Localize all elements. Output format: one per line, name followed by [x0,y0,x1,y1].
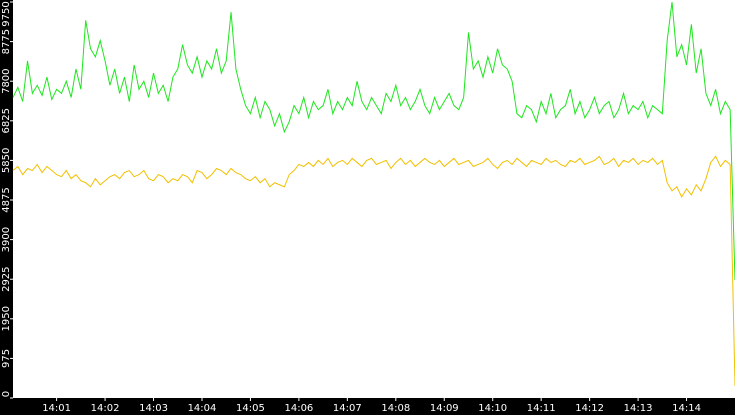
series-line [12,155,735,386]
y-tick-label: 975 [1,349,12,368]
x-tick-label: 14:12 [575,403,604,414]
x-axis-band [0,398,735,415]
x-tick-label: 14:09 [430,403,459,414]
y-tick-label: 2925 [1,266,12,291]
x-tick-label: 14:05 [236,403,265,414]
y-tick-label: 7800 [1,68,12,93]
series-line [12,1,735,281]
x-tick-label: 14:07 [333,403,362,414]
y-tick-label: 5850 [1,148,12,173]
x-tick-label: 14:10 [478,403,507,414]
x-tick-label: 14:01 [42,403,71,414]
x-tick-label: 14:02 [91,403,120,414]
x-tick-label: 14:13 [624,403,653,414]
x-tick-label: 14:03 [139,403,168,414]
x-tick-label: 14:14 [672,403,701,414]
y-tick-label: 3900 [1,227,12,252]
x-tick-label: 14:04 [188,403,217,414]
y-tick-label: 6825 [1,108,12,133]
x-tick-label: 14:06 [284,403,313,414]
y-tick-label: 1950 [1,306,12,331]
y-tick-label: 8775 [1,29,12,54]
y-tick-label: 0 [1,391,12,397]
y-tick-label: 9750 [1,1,12,26]
x-tick-label: 14:08 [381,403,410,414]
y-axis-band [0,0,13,415]
x-tick-label: 14:11 [527,403,556,414]
y-tick-label: 4875 [1,187,12,212]
